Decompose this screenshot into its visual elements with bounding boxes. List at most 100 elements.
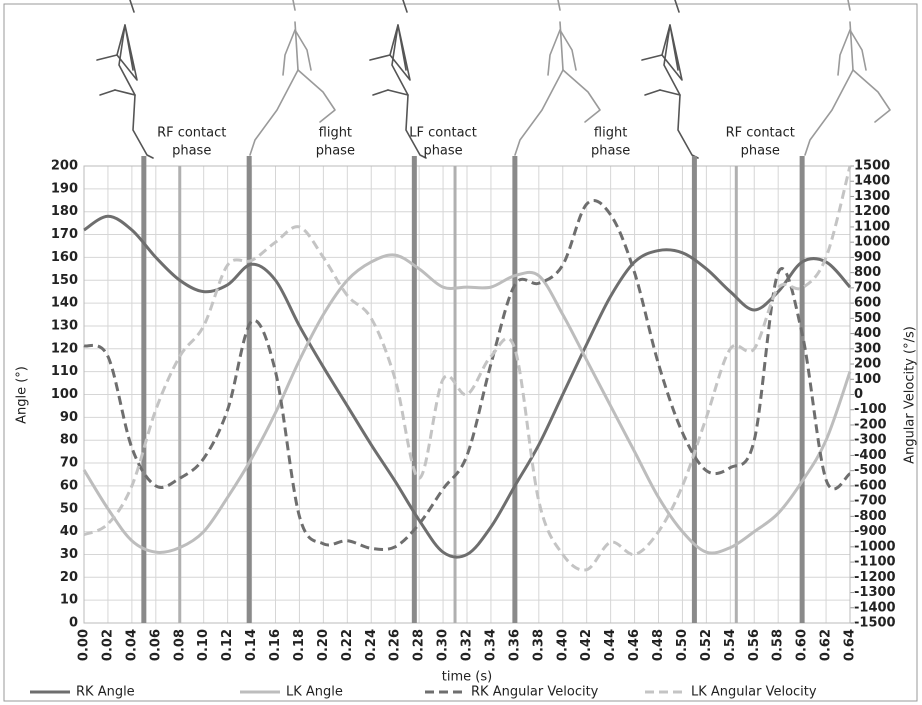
y2-tick-label: -500 bbox=[854, 463, 887, 478]
x-tick-label: 0.42 bbox=[579, 629, 594, 661]
x-tick-label: 0.10 bbox=[196, 629, 211, 661]
phase-label: LF contact bbox=[409, 126, 477, 141]
frame bbox=[3, 3, 918, 702]
phase-label: phase bbox=[423, 144, 462, 159]
y-tick-label: 100 bbox=[51, 387, 78, 402]
x-tick-label: 0.46 bbox=[627, 629, 642, 661]
y2-tick-label: 1300 bbox=[854, 189, 890, 204]
y-tick-label: 30 bbox=[60, 547, 78, 562]
x-tick-label: 0.40 bbox=[555, 629, 570, 661]
y-tick-label: 70 bbox=[60, 456, 78, 471]
y2-tick-label: -800 bbox=[854, 509, 887, 524]
stick-figure bbox=[96, 0, 154, 159]
plot-frame bbox=[83, 165, 851, 624]
stick-figure bbox=[804, 0, 891, 156]
x-tick-label: 0.20 bbox=[316, 629, 331, 661]
y2-tick-label: 1200 bbox=[854, 204, 890, 219]
y-tick-label: 150 bbox=[51, 273, 78, 288]
phase-label: phase bbox=[591, 144, 630, 159]
stick-figure bbox=[641, 0, 699, 159]
x-tick-label: 0.28 bbox=[412, 629, 427, 661]
legend-label: RK Angular Velocity bbox=[471, 685, 599, 700]
x-tick-label: 0.04 bbox=[124, 629, 139, 661]
x-tick-label: 0.34 bbox=[483, 629, 498, 661]
x-tick-label: 0.52 bbox=[699, 629, 714, 661]
series-line bbox=[83, 214, 852, 559]
y2-tick-label: 100 bbox=[854, 372, 881, 387]
y-tick-label: 170 bbox=[51, 227, 78, 242]
x-tick-label: 0.64 bbox=[843, 629, 858, 661]
x-tick-label: 0.18 bbox=[292, 629, 307, 661]
y2-tick-label: -100 bbox=[854, 402, 887, 417]
x-tick-label: 0.26 bbox=[388, 629, 403, 661]
x-tick-label: 0.36 bbox=[507, 629, 522, 661]
legend-label: LK Angle bbox=[286, 685, 343, 700]
y2-tick-label: 0 bbox=[854, 387, 863, 402]
y2-tick-label: -600 bbox=[854, 478, 887, 493]
y2-tick-label: -1500 bbox=[854, 616, 896, 631]
y2-tick-label: 1000 bbox=[854, 235, 890, 250]
y-axis-title: Angle (°) bbox=[15, 366, 30, 424]
x-tick-label: 0.14 bbox=[244, 629, 259, 661]
x-tick-label: 0.62 bbox=[819, 629, 834, 661]
x-tick-label: 0.08 bbox=[172, 629, 187, 661]
x-tick-label: 0.56 bbox=[747, 629, 762, 661]
x-tick-label: 0.00 bbox=[77, 629, 92, 661]
y2-tick-label: 1500 bbox=[854, 159, 890, 174]
y2-tick-label: -1300 bbox=[854, 585, 896, 600]
y-tick-label: 200 bbox=[51, 159, 78, 174]
x-tick-label: 0.30 bbox=[436, 629, 451, 661]
y2-tick-label: 200 bbox=[854, 357, 881, 372]
stick-figure bbox=[514, 0, 601, 156]
y2-tick-label: 500 bbox=[854, 311, 881, 326]
x-tick-label: 0.60 bbox=[795, 629, 810, 661]
y2-axis-title: Angular Velocity (°/s) bbox=[903, 326, 918, 464]
x-tick-label: 0.48 bbox=[651, 629, 666, 661]
x-axis-title: time (s) bbox=[442, 670, 492, 685]
y-tick-label: 180 bbox=[51, 204, 78, 219]
y2-tick-label: -200 bbox=[854, 417, 887, 432]
legend-label: RK Angle bbox=[76, 685, 135, 700]
y-tick-label: 130 bbox=[51, 318, 78, 333]
legend-label: LK Angular Velocity bbox=[691, 685, 817, 700]
x-tick-label: 0.16 bbox=[268, 629, 283, 661]
y2-tick-label: -400 bbox=[854, 448, 887, 463]
y2-tick-label: -1200 bbox=[854, 570, 896, 585]
x-tick-label: 0.58 bbox=[771, 629, 786, 661]
x-tick-label: 0.54 bbox=[723, 629, 738, 661]
phase-label: phase bbox=[316, 144, 355, 159]
series-line bbox=[83, 165, 852, 572]
phase-label: phase bbox=[741, 144, 780, 159]
y2-tick-label: 900 bbox=[854, 250, 881, 265]
x-tick-label: 0.22 bbox=[340, 629, 355, 661]
phase-label: RF contact bbox=[157, 126, 226, 141]
y-tick-label: 60 bbox=[60, 478, 78, 493]
phase-label: flight bbox=[319, 126, 352, 141]
y2-tick-label: 1400 bbox=[854, 174, 890, 189]
x-tick-label: 0.32 bbox=[460, 629, 475, 661]
y2-tick-label: -300 bbox=[854, 433, 887, 448]
y2-tick-label: -900 bbox=[854, 524, 887, 539]
series-line bbox=[82, 253, 852, 555]
y-tick-label: 80 bbox=[60, 433, 78, 448]
y2-tick-label: -1000 bbox=[854, 539, 896, 554]
y2-tick-label: 600 bbox=[854, 296, 881, 311]
y2-tick-label: -1100 bbox=[854, 555, 896, 570]
y-tick-label: 140 bbox=[51, 296, 78, 311]
y2-tick-label: 800 bbox=[854, 265, 881, 280]
y-tick-label: 120 bbox=[51, 341, 78, 356]
y2-tick-label: 300 bbox=[854, 341, 881, 356]
y-tick-label: 20 bbox=[60, 570, 78, 585]
x-tick-label: 0.24 bbox=[364, 629, 379, 661]
y-tick-label: 40 bbox=[60, 524, 78, 539]
y2-tick-label: 700 bbox=[854, 280, 881, 295]
x-tick-label: 0.50 bbox=[675, 629, 690, 661]
x-tick-label: 0.44 bbox=[603, 629, 618, 661]
y-tick-label: 190 bbox=[51, 181, 78, 196]
y2-tick-label: -1400 bbox=[854, 600, 896, 615]
y-tick-label: 0 bbox=[69, 616, 78, 631]
y-tick-label: 90 bbox=[60, 410, 78, 425]
y-tick-label: 50 bbox=[60, 501, 78, 516]
y2-tick-label: 1100 bbox=[854, 219, 890, 234]
